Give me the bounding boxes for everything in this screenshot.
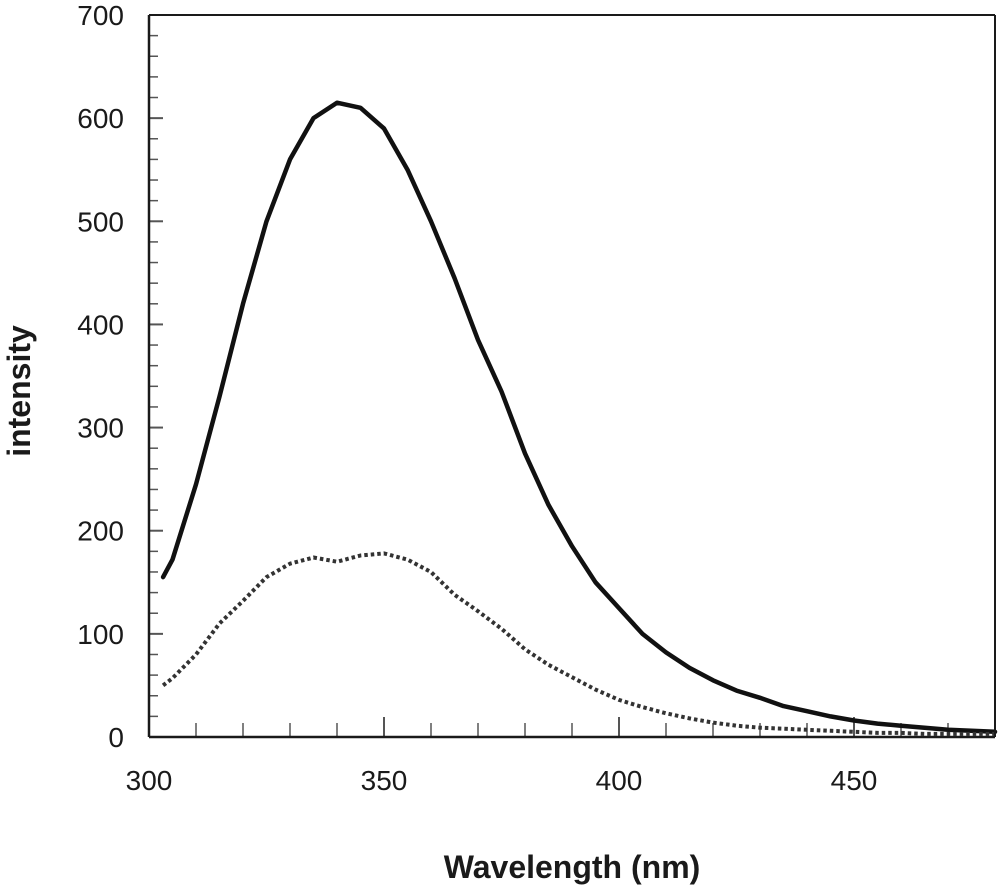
x-tick-label: 300 [126,765,173,796]
y-tick-label: 700 [77,0,124,31]
x-tick-label: 400 [596,765,643,796]
y-tick-label: 400 [77,309,124,340]
series-layer [160,100,998,736]
x-tick-labels: 300 350 400 450 [126,765,878,796]
x-tick-label: 450 [831,765,878,796]
x-tick-label: 350 [361,765,408,796]
y-tick-label: 200 [77,516,124,547]
minor-ticks [149,34,996,737]
y-axis-title: intensity [1,325,37,457]
y-tick-label: 0 [108,722,124,753]
plot-area [149,15,995,737]
y-tick-label: 100 [77,619,124,650]
y-tick-labels: 0 100 200 300 400 500 600 700 [77,0,124,753]
y-tick-label: 500 [77,206,124,237]
y-tick-label: 600 [77,103,124,134]
y-tick-label: 300 [77,413,124,444]
solid-series-line [160,100,998,735]
dotted-series-line [161,551,995,736]
x-axis-title: Wavelength (nm) [444,849,701,885]
